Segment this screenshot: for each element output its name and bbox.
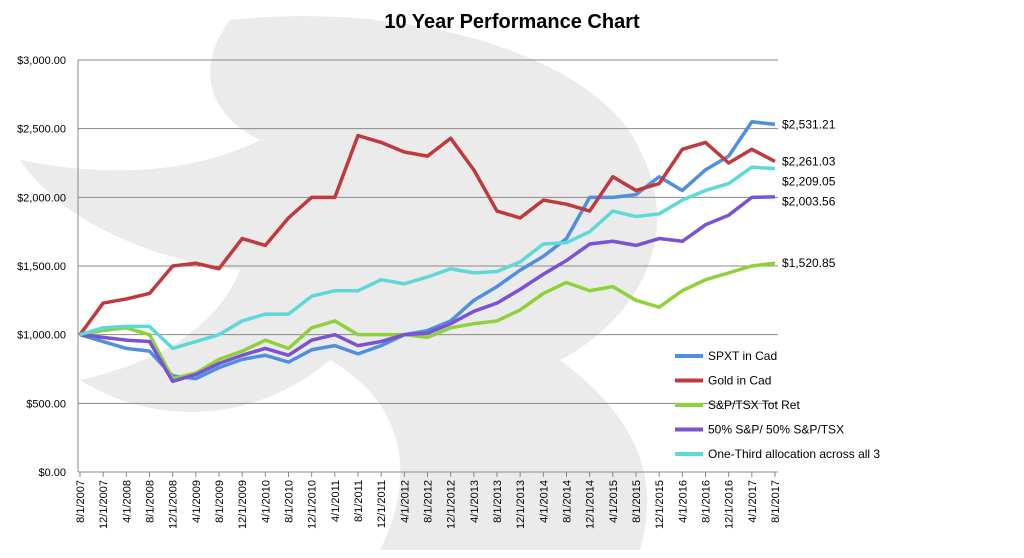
end-label: $2,531.21 [782, 117, 836, 131]
y-tick-label: $3,000.00 [17, 55, 66, 67]
end-label: $1,520.85 [782, 256, 836, 270]
x-tick-label: 12/1/2008 [168, 480, 180, 529]
x-tick-label: 12/1/2012 [446, 480, 458, 529]
x-tick-label: 8/1/2012 [423, 480, 435, 523]
x-tick-label: 8/1/2017 [770, 480, 782, 523]
x-tick-label: 4/1/2016 [677, 480, 689, 523]
x-tick-label: 8/1/2013 [492, 480, 504, 523]
y-tick-label: $1,500.00 [17, 261, 66, 273]
series-line [79, 195, 776, 384]
legend-label: 50% S&P/ 50% S&P/TSX [708, 423, 844, 437]
end-label: $2,003.56 [782, 194, 836, 208]
x-tick-label: 4/1/2009 [191, 480, 203, 523]
end-label: $2,209.05 [782, 174, 836, 188]
x-tick-label: 4/1/2017 [747, 480, 759, 523]
x-tick-label: 8/1/2007 [75, 480, 87, 523]
x-tick-label: 4/1/2011 [330, 480, 342, 522]
x-tick-label: 8/1/2009 [214, 480, 226, 523]
x-tick-label: 4/1/2010 [260, 480, 272, 523]
watermark [20, 16, 658, 551]
x-tick-label: 8/1/2008 [145, 480, 157, 523]
legend-label: One-Third allocation across all 3 [708, 447, 880, 461]
legend-label: Gold in Cad [708, 374, 771, 388]
x-tick-label: 12/1/2010 [307, 480, 319, 529]
x-tick-label: 4/1/2012 [399, 480, 411, 523]
legend-label: S&P/TSX Tot Ret [708, 398, 800, 412]
x-tick-label: 8/1/2014 [562, 480, 574, 523]
x-tick-label: 8/1/2011 [353, 480, 365, 522]
x-tick-label: 12/1/2011 [376, 480, 388, 528]
x-tick-label: 12/1/2014 [585, 480, 597, 529]
series-line [78, 133, 776, 336]
y-tick-label: $0.00 [38, 467, 66, 479]
chart-title: 10 Year Performance Chart [384, 11, 640, 33]
end-label: $2,261.03 [782, 154, 836, 168]
y-tick-label: $2,500.00 [17, 124, 66, 136]
x-tick-label: 8/1/2016 [701, 480, 713, 523]
x-tick-label: 12/1/2009 [237, 480, 249, 529]
x-tick-label: 12/1/2013 [515, 480, 527, 529]
x-tick-label: 12/1/2007 [98, 480, 110, 529]
x-tick-label: 4/1/2008 [121, 480, 133, 523]
series-line [79, 165, 776, 351]
x-tick-label: 12/1/2015 [654, 480, 666, 529]
x-tick-label: 8/1/2010 [284, 480, 296, 523]
x-tick-label: 4/1/2013 [469, 480, 481, 523]
y-tick-label: $2,000.00 [17, 192, 66, 204]
y-tick-label: $1,000.00 [17, 330, 66, 342]
series-line [79, 120, 776, 381]
y-tick-label: $500.00 [26, 398, 66, 410]
legend-label: SPXT in Cad [708, 349, 777, 363]
x-tick-label: 12/1/2016 [724, 480, 736, 529]
x-tick-label: 4/1/2014 [538, 480, 550, 523]
x-tick-label: 8/1/2015 [631, 480, 643, 523]
x-tick-label: 4/1/2015 [608, 480, 620, 523]
